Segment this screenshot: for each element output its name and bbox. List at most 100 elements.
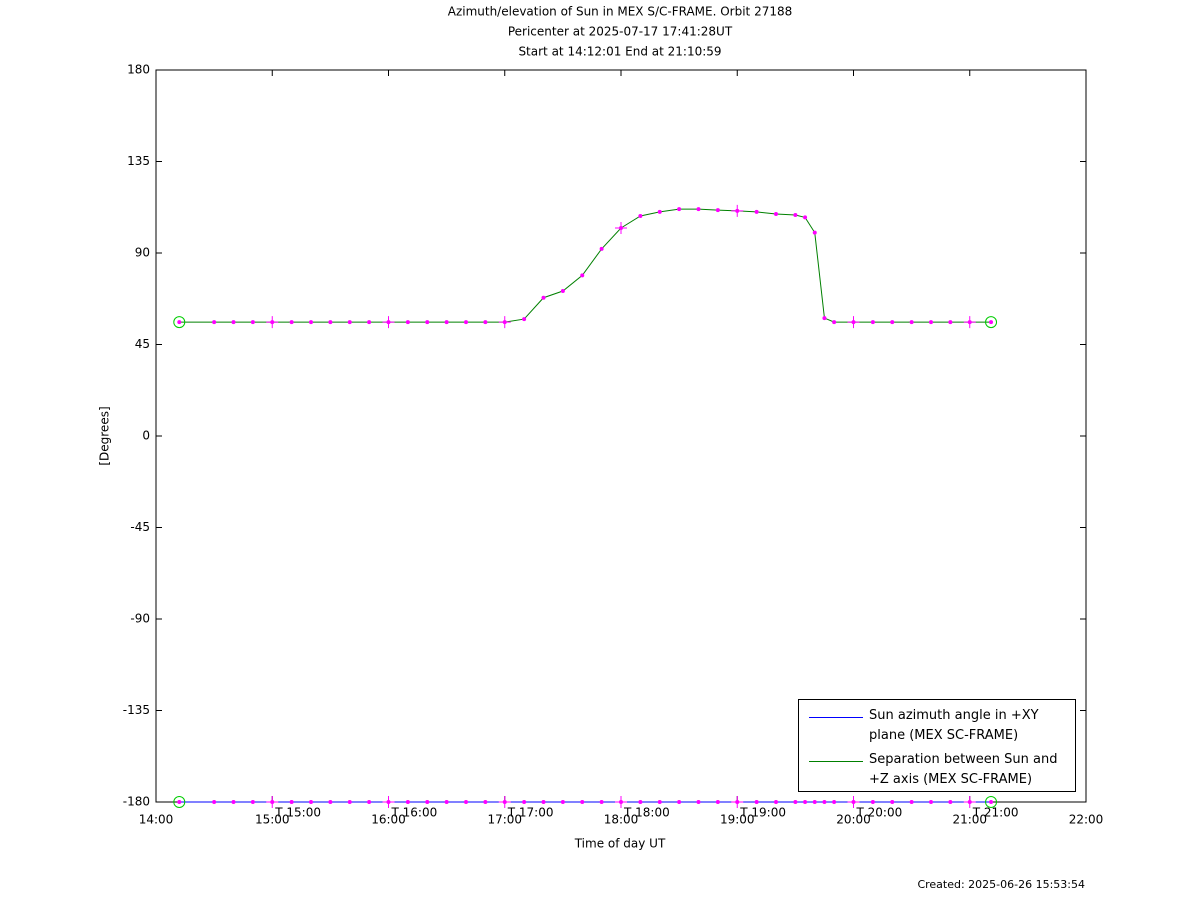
sample-marker (328, 800, 333, 804)
sample-marker (929, 320, 934, 325)
sample-marker (677, 800, 682, 804)
sample-marker (405, 800, 410, 804)
sample-marker (870, 800, 875, 804)
sample-marker (541, 800, 546, 804)
sample-marker (464, 320, 469, 325)
sample-marker (929, 800, 934, 804)
sample-marker (696, 207, 701, 212)
sample-marker (580, 273, 585, 278)
hour-marker (847, 796, 860, 808)
sample-marker (250, 800, 255, 804)
endpoint-marker (985, 316, 998, 329)
sample-marker (425, 320, 430, 325)
legend: Sun azimuth angle in +XY plane (MEX SC-F… (798, 699, 1076, 792)
sample-marker (870, 320, 875, 325)
sample-marker (177, 800, 182, 804)
hour-marker (382, 796, 395, 808)
sample-marker (803, 800, 808, 804)
y-tick-label: -90 (130, 612, 150, 626)
legend-label: Sun azimuth angle in +XY plane (MEX SC-F… (869, 708, 1039, 743)
chart-subtitle: Pericenter at 2025-07-17 17:41:28UT (508, 25, 733, 39)
x-tick-label: 20:00 (836, 813, 871, 827)
sample-marker (231, 320, 236, 325)
sample-marker (832, 800, 837, 804)
sample-marker (657, 209, 662, 214)
hour-marker (382, 316, 395, 329)
sample-marker (522, 800, 527, 804)
hour-marker (498, 316, 511, 329)
sample-marker (328, 320, 333, 325)
sample-marker (308, 320, 313, 325)
time-annotation: T 15:00 (274, 806, 321, 820)
x-tick-label: 19:00 (720, 813, 755, 827)
sample-marker (464, 800, 469, 804)
sample-marker (812, 800, 817, 804)
x-tick-label: 15:00 (255, 813, 290, 827)
hour-marker (615, 221, 627, 234)
hour-marker (615, 796, 627, 808)
sample-marker (483, 800, 488, 804)
y-tick-label: 90 (135, 246, 150, 260)
x-tick-label: 22:00 (1069, 813, 1104, 827)
hour-marker (266, 316, 279, 329)
sample-marker (444, 800, 449, 804)
y-tick-label: -45 (130, 520, 150, 534)
sample-marker (289, 800, 294, 804)
sample-marker (483, 320, 488, 325)
endpoint-marker (173, 796, 186, 808)
x-tick-label: 21:00 (952, 813, 987, 827)
sample-marker (347, 800, 352, 804)
sample-marker (909, 320, 914, 325)
sample-marker (989, 800, 994, 804)
legend-label: Separation between Sun and +Z axis (MEX … (869, 752, 1058, 787)
sample-marker (425, 800, 430, 804)
endpoint-marker (985, 796, 998, 808)
hour-marker (963, 796, 976, 808)
sample-marker (754, 800, 759, 804)
sample-marker (599, 800, 604, 804)
sample-marker (212, 800, 217, 804)
plot-frame (155, 69, 1087, 803)
sample-marker (444, 320, 449, 325)
sample-marker (909, 800, 914, 804)
sample-marker (773, 211, 778, 216)
legend-swatch (809, 761, 863, 762)
sample-marker (812, 230, 817, 235)
x-tick-label: 18:00 (604, 813, 639, 827)
hour-marker (266, 796, 279, 808)
time-annotation: T 21:00 (972, 806, 1019, 820)
sample-marker (822, 800, 827, 804)
sample-marker (793, 212, 798, 217)
chart-title: Azimuth/elevation of Sun in MEX S/C-FRAM… (448, 5, 793, 19)
sample-marker (948, 320, 953, 325)
x-tick-label: 17:00 (487, 813, 522, 827)
sample-marker (347, 320, 352, 325)
sample-marker (989, 320, 994, 325)
sample-marker (308, 800, 313, 804)
hour-marker (963, 316, 976, 329)
x-tick-label: 14:00 (139, 813, 174, 827)
series-line (179, 208, 992, 323)
sample-marker (638, 800, 643, 804)
sample-marker (580, 800, 585, 804)
y-tick-label: 135 (127, 154, 150, 168)
y-axis-label: [Degrees] (98, 406, 112, 465)
sample-marker (522, 317, 527, 322)
y-tick-label: -180 (123, 795, 150, 809)
sample-marker (754, 209, 759, 214)
sample-marker (773, 800, 778, 804)
sample-marker (803, 215, 808, 220)
sample-marker (405, 320, 410, 325)
sample-marker (793, 800, 798, 804)
y-tick-label: 180 (127, 63, 150, 77)
sample-marker (715, 208, 720, 213)
hour-marker (731, 796, 744, 808)
sample-marker (822, 316, 827, 321)
sample-marker (677, 207, 682, 212)
time-annotation: T 20:00 (856, 806, 903, 820)
x-tick-label: 16:00 (371, 813, 406, 827)
y-tick-label: 0 (142, 429, 150, 443)
time-annotation: T 16:00 (391, 806, 438, 820)
